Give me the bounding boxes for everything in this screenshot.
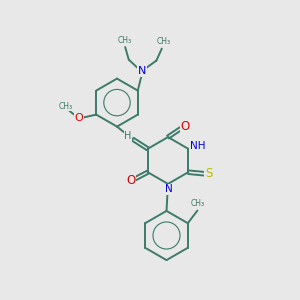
Text: NH: NH [190, 141, 205, 151]
Text: H: H [124, 131, 132, 141]
Text: N: N [165, 184, 173, 194]
Text: O: O [127, 174, 136, 187]
Text: O: O [180, 120, 189, 134]
Text: CH₃: CH₃ [58, 102, 73, 111]
Text: S: S [205, 167, 212, 180]
Text: O: O [74, 113, 83, 123]
Text: CH₃: CH₃ [157, 38, 171, 46]
Text: CH₃: CH₃ [191, 200, 205, 208]
Text: CH₃: CH₃ [118, 36, 132, 45]
Text: N: N [138, 66, 146, 76]
